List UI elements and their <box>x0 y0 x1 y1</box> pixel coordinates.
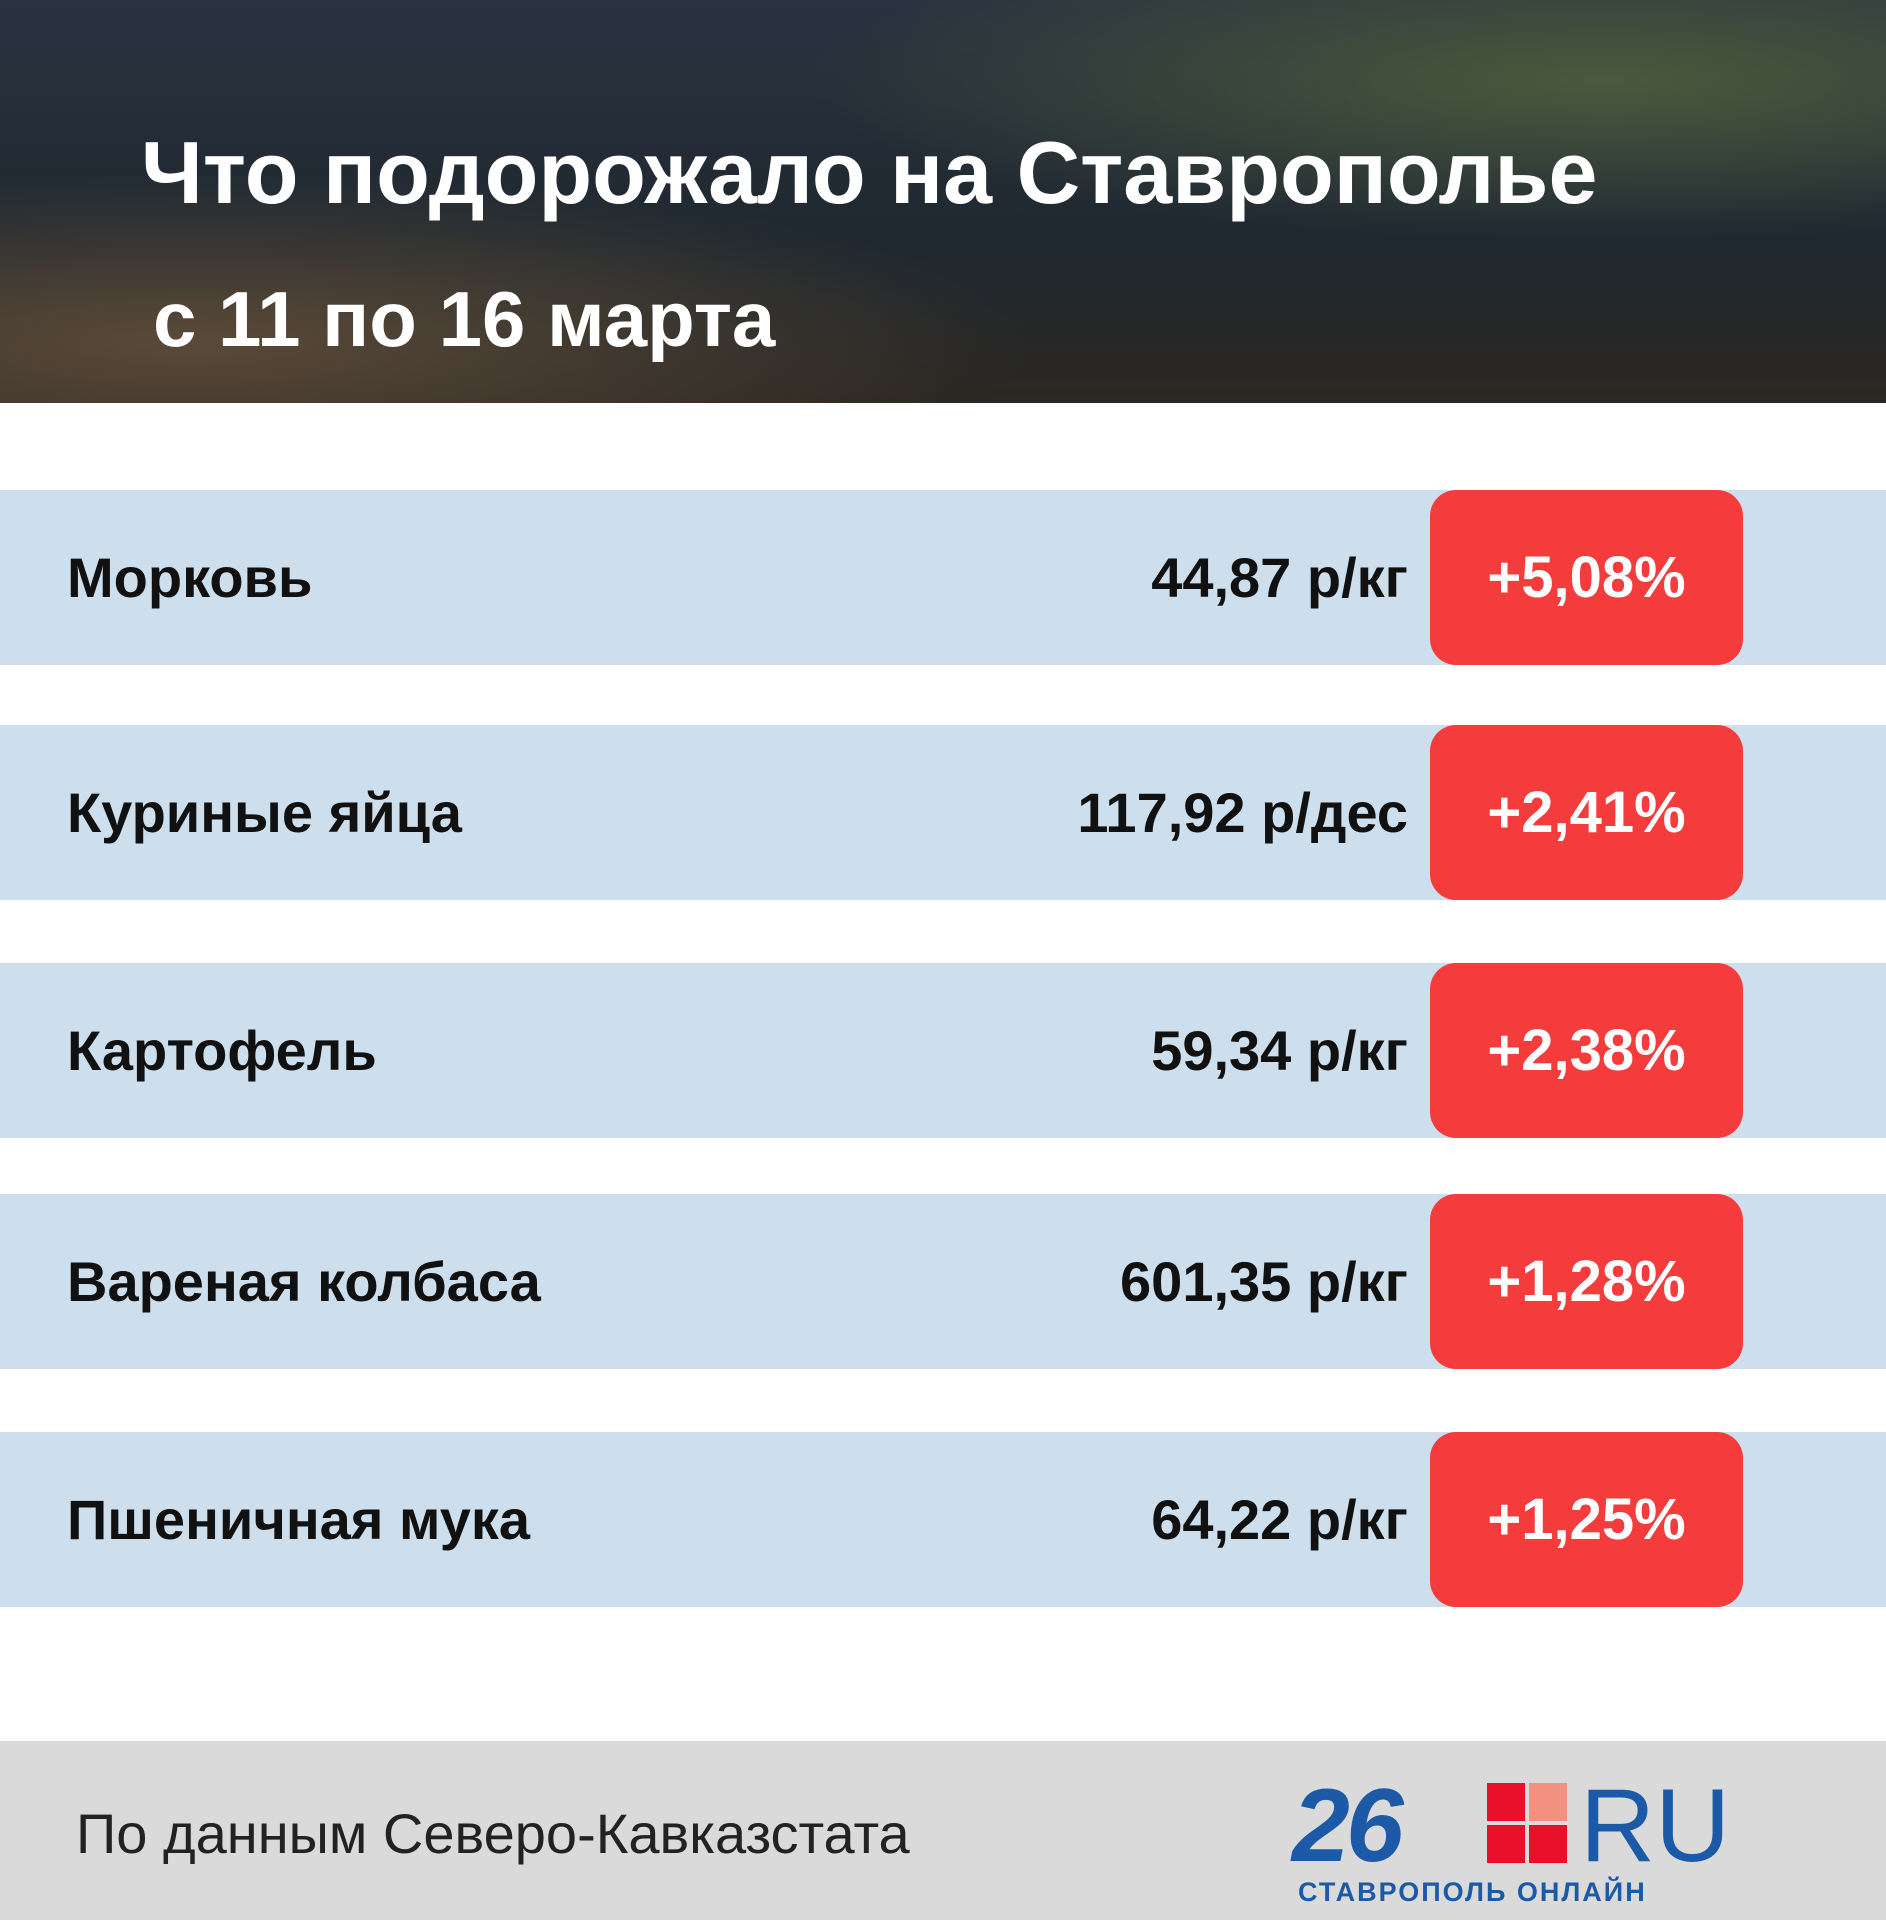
header: Что подорожало на Ставрополье с 11 по 16… <box>0 0 1886 403</box>
product-name: Картофель <box>67 1019 377 1082</box>
price-change: +2,38% <box>1430 963 1743 1138</box>
subtitle: с 11 по 16 марта <box>153 275 776 363</box>
product-price: 117,92 р/дес <box>1077 781 1408 844</box>
product-name: Морковь <box>67 546 313 609</box>
table-row: Морковь 44,87 р/кг +5,08% <box>0 490 1886 665</box>
table-row: Картофель 59,34 р/кг +2,38% <box>0 963 1886 1138</box>
product-name: Пшеничная мука <box>67 1488 531 1551</box>
product-price: 59,34 р/кг <box>1151 1019 1408 1082</box>
product-price: 64,22 р/кг <box>1151 1488 1408 1551</box>
table-row: Пшеничная мука 64,22 р/кг +1,25% <box>0 1432 1886 1607</box>
price-change: +1,28% <box>1430 1194 1743 1369</box>
product-name: Куриные яйца <box>67 781 462 844</box>
price-change: +2,41% <box>1430 725 1743 900</box>
logo-caption: СТАВРОПОЛЬ ОНЛАЙН <box>1298 1877 1647 1907</box>
logo-domain: RU <box>1580 1768 1731 1884</box>
product-price: 44,87 р/кг <box>1151 546 1408 609</box>
logo-number: 26 <box>1292 1768 1404 1884</box>
table-row: Вареная колбаса 601,35 р/кг +1,28% <box>0 1194 1886 1369</box>
product-price: 601,35 р/кг <box>1120 1250 1408 1313</box>
title: Что подорожало на Ставрополье <box>141 123 1598 222</box>
table-row: Куриные яйца 117,92 р/дес +2,41% <box>0 725 1886 900</box>
source: По данным Северо-Кавказстата <box>76 1802 910 1865</box>
logo-mark <box>1487 1783 1567 1863</box>
price-change: +1,25% <box>1430 1432 1743 1607</box>
product-name: Вареная колбаса <box>67 1250 541 1313</box>
price-change: +5,08% <box>1430 490 1743 665</box>
footer: По данным Северо-Кавказстата 26 RU СТАВР… <box>0 1741 1886 1920</box>
